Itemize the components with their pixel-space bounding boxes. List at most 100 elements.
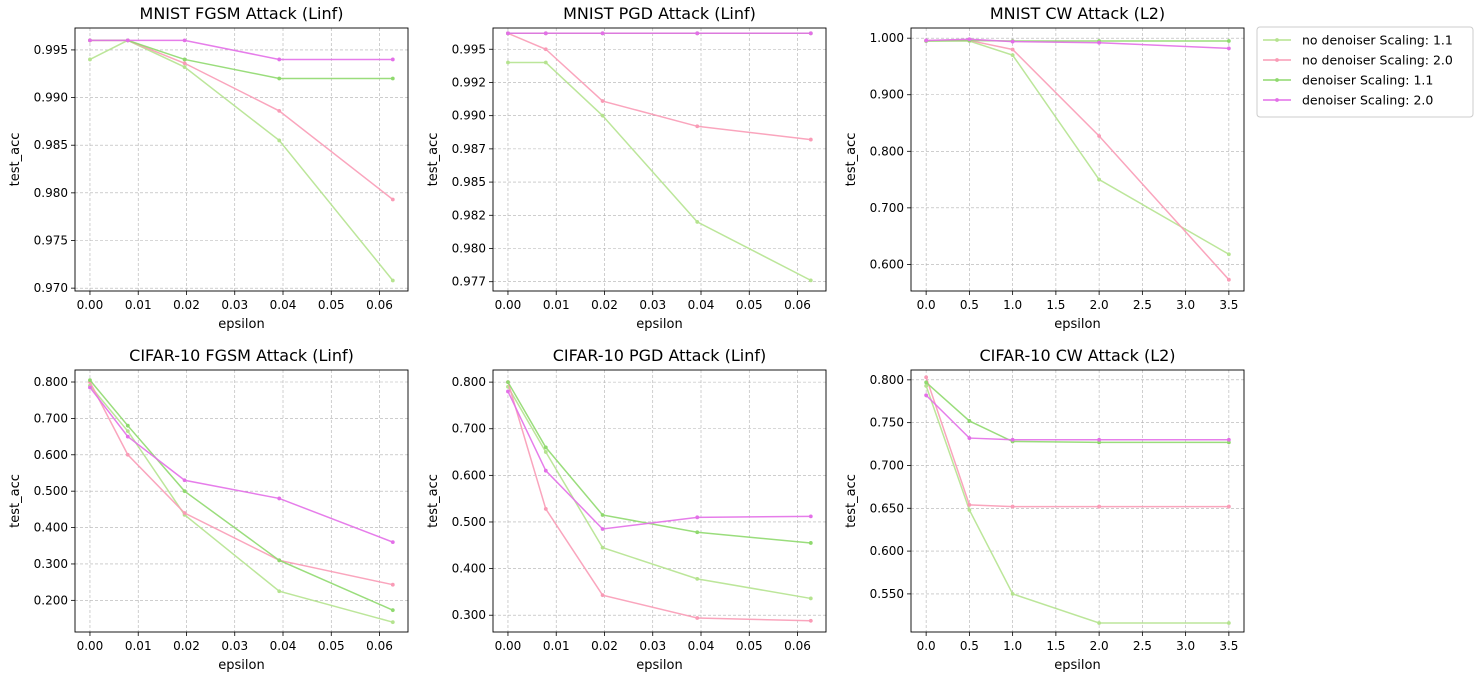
x-axis-label: epsilon	[636, 317, 682, 332]
x-tick-label: 0.0	[917, 639, 936, 653]
subplot-title: MNIST PGD Attack (Linf)	[563, 4, 756, 23]
legend-marker	[1275, 78, 1279, 82]
legend-entry: no denoiser Scaling: 1.1	[1263, 33, 1453, 48]
data-point	[543, 60, 548, 65]
data-point	[390, 57, 395, 62]
data-point	[390, 278, 395, 283]
y-tick-label: 0.995	[452, 42, 486, 56]
y-tick-label: 0.550	[870, 587, 904, 601]
data-point	[182, 57, 187, 62]
y-tick-label: 0.600	[870, 544, 904, 558]
y-tick-label: 0.990	[452, 109, 486, 123]
x-tick-label: 3.5	[1219, 298, 1238, 312]
subplot-4: 0.00 0.01 0.02 0.03 0.04 0.05 0.06 0.200 0.300 0.…	[8, 346, 409, 673]
data-point	[600, 527, 605, 531]
subplot-3: 0.0 0.5 1.0 1.5 2.0 2.5 3.0 3.5 0.600 0.700 0.800 0…	[844, 4, 1245, 332]
x-tick-label: 0.01	[125, 298, 152, 312]
x-tick-label: 0.02	[591, 639, 618, 653]
x-tick-label: 1.5	[1046, 298, 1065, 312]
axes-frame	[910, 369, 1245, 633]
x-tick-label: 0.5	[960, 298, 979, 312]
legend-label: no denoiser Scaling: 1.1	[1302, 33, 1453, 48]
axes-frame	[492, 369, 827, 633]
y-tick-label: 0.985	[452, 175, 486, 189]
y-tick-label: 1.000	[870, 31, 904, 45]
data-point	[1010, 39, 1015, 44]
y-axis-label: test_acc	[426, 133, 441, 187]
plot-area	[911, 370, 1244, 632]
data-point	[543, 507, 548, 511]
y-tick-label: 0.750	[870, 416, 904, 430]
data-point	[277, 76, 282, 81]
data-point	[390, 76, 395, 81]
axes-frame	[74, 369, 409, 633]
data-point	[695, 616, 700, 620]
x-tick-label: 0.02	[173, 639, 200, 653]
data-point	[1010, 437, 1015, 442]
data-point	[1097, 437, 1102, 442]
data-point	[967, 502, 972, 507]
data-point	[808, 31, 813, 36]
data-point	[125, 452, 130, 457]
subplot-grid: 0.00 0.01 0.02 0.03 0.04 0.05 0.06 0.970 0.975 0.…	[8, 4, 1245, 673]
data-point	[924, 380, 929, 385]
data-point	[1097, 134, 1102, 138]
x-axis-label: epsilon	[218, 317, 264, 332]
x-tick-label: 0.06	[366, 298, 393, 312]
y-tick-label: 0.982	[452, 208, 486, 222]
y-tick-label: 0.975	[34, 233, 68, 247]
data-point	[1010, 504, 1015, 509]
x-tick-label: 0.03	[221, 639, 248, 653]
x-tick-label: 0.03	[639, 298, 666, 312]
data-point	[967, 37, 972, 42]
y-tick-label: 0.980	[452, 241, 486, 255]
subplot-title: MNIST CW Attack (L2)	[990, 4, 1165, 23]
data-point	[924, 383, 929, 388]
data-point	[808, 596, 813, 601]
legend-marker	[1275, 38, 1279, 42]
x-tick-label: 0.05	[318, 298, 345, 312]
data-point	[695, 124, 700, 129]
data-point	[277, 558, 282, 563]
data-point	[277, 496, 282, 501]
x-tick-label: 0.04	[688, 298, 715, 312]
data-point	[600, 513, 605, 517]
y-tick-label: 0.600	[870, 257, 904, 271]
data-point	[390, 620, 395, 625]
x-tick-label: 0.02	[173, 298, 200, 312]
data-point	[277, 138, 282, 143]
data-point	[1097, 504, 1102, 509]
data-point	[390, 540, 395, 545]
data-point	[1097, 40, 1102, 45]
data-point	[924, 393, 929, 398]
data-point	[600, 113, 605, 118]
axes-frame	[492, 27, 827, 292]
y-tick-label: 0.980	[34, 186, 68, 200]
subplot-title: MNIST FGSM Attack (Linf)	[140, 4, 344, 23]
y-tick-label: 0.700	[870, 201, 904, 215]
data-point	[182, 61, 187, 66]
x-axis-label: epsilon	[636, 658, 682, 673]
y-axis-label: test_acc	[8, 474, 23, 528]
data-point	[967, 508, 972, 512]
y-tick-label: 0.800	[870, 373, 904, 387]
x-tick-label: 0.03	[639, 639, 666, 653]
y-tick-label: 0.970	[34, 281, 68, 295]
x-tick-label: 0.00	[495, 639, 522, 653]
x-tick-label: 0.04	[270, 639, 297, 653]
data-point	[506, 389, 510, 394]
x-tick-label: 3.5	[1219, 639, 1238, 653]
legend-label: denoiser Scaling: 2.0	[1302, 93, 1433, 108]
data-point	[1097, 621, 1102, 625]
data-point	[600, 31, 605, 36]
axes-frame	[74, 27, 409, 292]
x-tick-label: 0.04	[270, 298, 297, 312]
x-tick-label: 0.05	[318, 639, 345, 653]
data-point	[88, 57, 92, 62]
data-point	[808, 541, 813, 545]
data-point	[390, 582, 395, 587]
legend-entry: no denoiser Scaling: 2.0	[1263, 53, 1453, 68]
y-tick-label: 0.400	[452, 562, 486, 576]
y-tick-label: 0.300	[34, 557, 68, 571]
x-axis-label: epsilon	[1054, 317, 1100, 332]
